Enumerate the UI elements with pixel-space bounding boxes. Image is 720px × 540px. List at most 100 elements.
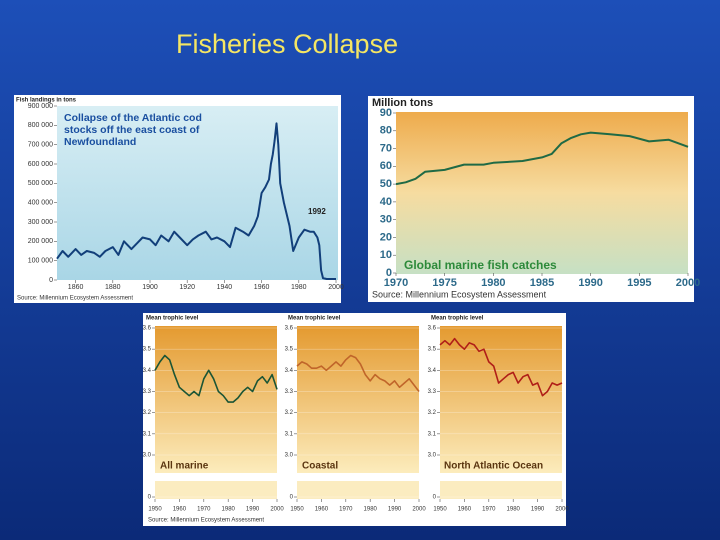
x-tick-label: 1990 bbox=[246, 507, 260, 513]
y-tick-label: 70 bbox=[380, 142, 392, 154]
x-tick-label: 1990 bbox=[388, 507, 402, 513]
x-tick-label: 1880 bbox=[105, 284, 121, 291]
y-tick-label: 30 bbox=[380, 214, 392, 226]
line bbox=[395, 131, 689, 186]
y-tick-label: 3.4 bbox=[143, 368, 152, 374]
y-axis-title: Mean trophic level bbox=[288, 316, 341, 322]
series-label: North Atlantic Ocean bbox=[444, 461, 543, 472]
x-tick-label: 1970 bbox=[197, 507, 211, 513]
y-tick-label: 3.1 bbox=[285, 431, 294, 437]
x-tick-label: 1995 bbox=[627, 277, 651, 289]
x-tick-label: 1860 bbox=[68, 284, 84, 291]
y-tick-label: 10 bbox=[380, 249, 392, 261]
x-tick-label: 1975 bbox=[432, 277, 456, 289]
plot-background bbox=[396, 112, 688, 274]
x-tick-label: 1960 bbox=[173, 507, 187, 513]
line bbox=[439, 337, 563, 397]
x-tick-label: 1960 bbox=[254, 284, 270, 291]
y-tick-label: 3.6 bbox=[143, 326, 152, 332]
series-label: All marine bbox=[160, 461, 209, 472]
line bbox=[296, 354, 420, 392]
source: Source: Millennium Ecosystem Assessment bbox=[148, 518, 264, 524]
y-tick-label: 3.3 bbox=[285, 389, 294, 395]
y-tick-label: 3.3 bbox=[143, 389, 152, 395]
y-tick-label: 3.6 bbox=[285, 326, 294, 332]
plot-background bbox=[440, 326, 562, 473]
y-tick-label: 700 000 bbox=[28, 142, 53, 149]
plot-background bbox=[155, 326, 277, 473]
chart-title-box: Collapse of the Atlantic cod stocks off … bbox=[64, 112, 202, 148]
y-tick-label: 3.4 bbox=[428, 368, 437, 374]
x-tick-label: 1980 bbox=[291, 284, 307, 291]
y-axis-title: Fish landings in tons bbox=[16, 98, 77, 104]
x-tick-label: 1900 bbox=[142, 284, 158, 291]
y-tick-label: 3.0 bbox=[428, 453, 437, 459]
y-tick-label: 3.4 bbox=[285, 368, 294, 374]
series-label: Coastal bbox=[302, 461, 338, 472]
plot-background bbox=[440, 481, 562, 499]
x-tick-label: 1950 bbox=[290, 507, 304, 513]
y-tick-label: 500 000 bbox=[28, 180, 53, 187]
line bbox=[56, 122, 336, 280]
y-tick-label: 20 bbox=[380, 231, 392, 243]
x-tick-label: 2000 bbox=[328, 284, 344, 291]
y-tick-label: 50 bbox=[380, 178, 392, 190]
y-tick-label: 0 bbox=[290, 495, 294, 501]
source: Source: Millennium Ecosystem Assessment bbox=[372, 289, 547, 299]
y-tick-label: 3.5 bbox=[143, 347, 152, 353]
y-tick-label: 3.1 bbox=[428, 431, 437, 437]
y-tick-label: 3.2 bbox=[285, 410, 294, 416]
x-tick-label: 1970 bbox=[482, 507, 496, 513]
y-tick-label: 80 bbox=[380, 125, 392, 137]
x-tick-label: 2000 bbox=[676, 277, 700, 289]
plot-background bbox=[155, 481, 277, 499]
y-tick-label: 60 bbox=[380, 160, 392, 172]
y-tick-label: 3.6 bbox=[428, 326, 437, 332]
y-tick-label: 900 000 bbox=[28, 103, 53, 110]
annotation: 1992 bbox=[308, 207, 326, 216]
slide-title: Fisheries Collapse bbox=[176, 29, 398, 59]
x-tick-label: 1990 bbox=[578, 277, 602, 289]
chart-title: Collapse of the Atlantic cod stocks off … bbox=[64, 112, 202, 148]
y-axis-title: Million tons bbox=[372, 97, 433, 109]
x-tick-label: 1920 bbox=[179, 284, 195, 291]
x-tick-label: 1970 bbox=[384, 277, 408, 289]
y-tick-label: 40 bbox=[380, 196, 392, 208]
x-tick-label: 1980 bbox=[222, 507, 236, 513]
x-tick-label: 1940 bbox=[217, 284, 233, 291]
x-tick-label: 1985 bbox=[530, 277, 554, 289]
y-tick-label: 3.0 bbox=[143, 453, 152, 459]
x-tick-label: 1970 bbox=[339, 507, 353, 513]
y-axis-title: Mean trophic level bbox=[146, 316, 199, 322]
plot-background bbox=[57, 106, 338, 280]
x-tick-label: 1960 bbox=[458, 507, 472, 513]
x-tick-label: 1960 bbox=[315, 507, 329, 513]
x-tick-label: 2000 bbox=[555, 507, 569, 513]
x-tick-label: 2000 bbox=[270, 507, 284, 513]
y-tick-label: 3.3 bbox=[428, 389, 437, 395]
line bbox=[154, 354, 278, 403]
y-tick-label: 200 000 bbox=[28, 238, 53, 245]
y-tick-label: 300 000 bbox=[28, 219, 53, 226]
x-tick-label: 1950 bbox=[148, 507, 162, 513]
y-tick-label: 0 bbox=[49, 277, 53, 284]
x-tick-label: 1950 bbox=[433, 507, 447, 513]
x-tick-label: 1980 bbox=[507, 507, 521, 513]
series-label: Global marine fish catches bbox=[404, 258, 557, 272]
y-tick-label: 0 bbox=[386, 267, 392, 279]
y-tick-label: 3.0 bbox=[285, 453, 294, 459]
plot-background bbox=[297, 326, 419, 473]
y-tick-label: 90 bbox=[380, 107, 392, 119]
x-tick-label: 1980 bbox=[364, 507, 378, 513]
y-tick-label: 3.1 bbox=[143, 431, 152, 437]
y-tick-label: 0 bbox=[433, 495, 437, 501]
x-tick-label: 1990 bbox=[531, 507, 545, 513]
source: Source: Millennium Ecosystem Assessment bbox=[17, 296, 133, 302]
y-axis-title: Mean trophic level bbox=[431, 316, 484, 322]
y-tick-label: 0 bbox=[148, 495, 152, 501]
x-tick-label: 2000 bbox=[412, 507, 426, 513]
x-tick-label: 1980 bbox=[481, 277, 505, 289]
y-tick-label: 3.5 bbox=[285, 347, 294, 353]
y-tick-label: 100 000 bbox=[28, 258, 53, 265]
